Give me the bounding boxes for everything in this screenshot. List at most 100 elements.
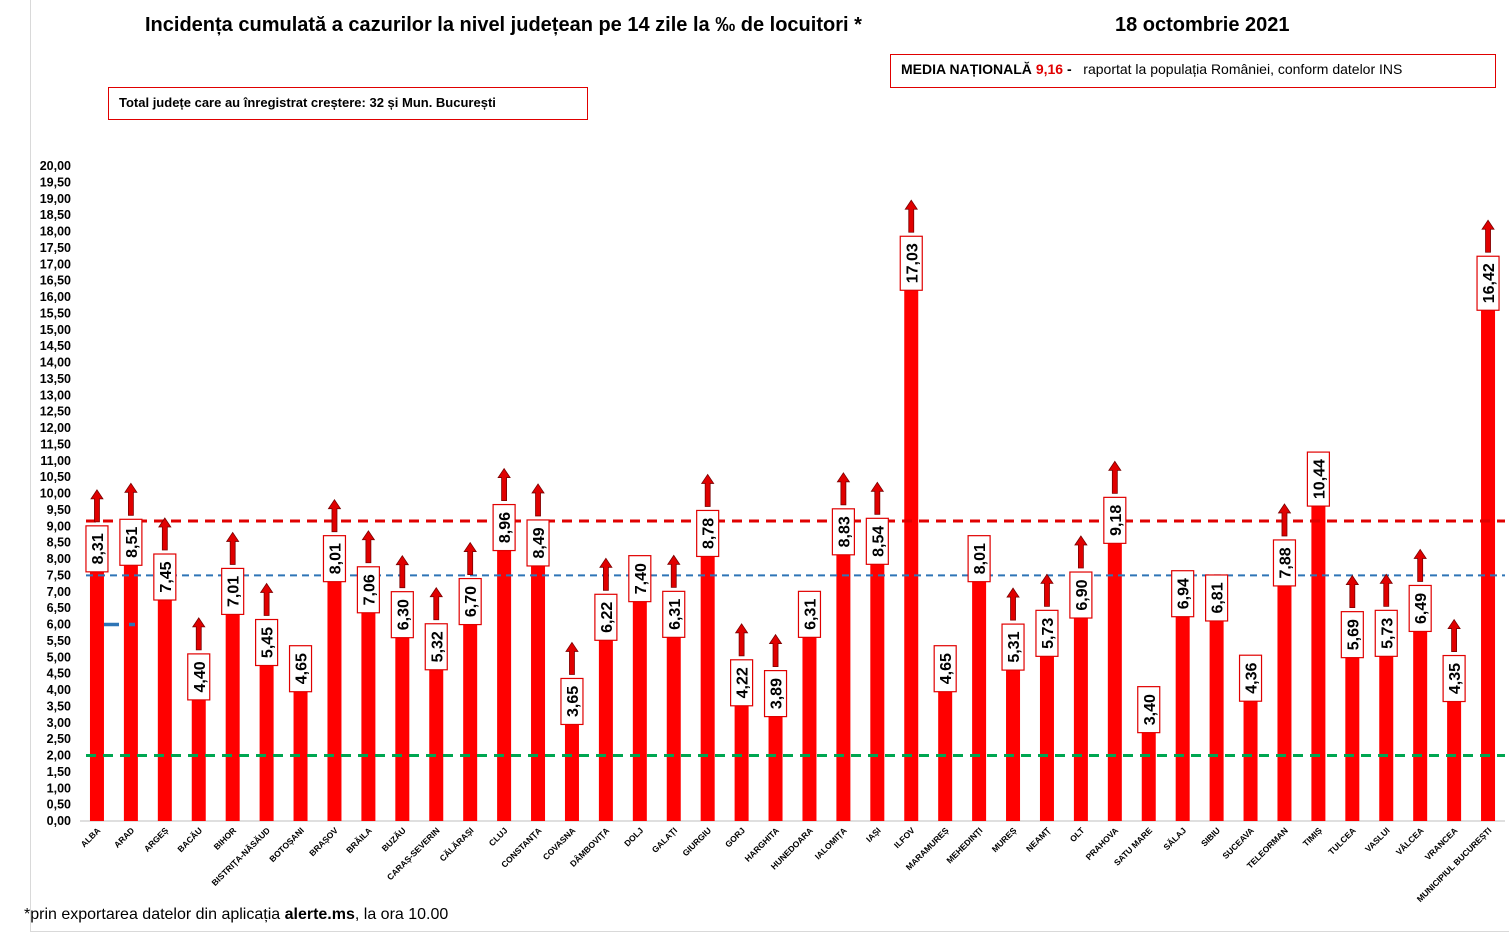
- data-label-box: [899, 235, 923, 291]
- x-category-label: IAȘI: [864, 825, 883, 844]
- increase-arrow: [1481, 219, 1495, 253]
- increase-arrow: [327, 498, 342, 533]
- data-label: 4,65: [294, 653, 311, 684]
- bar: [191, 676, 206, 821]
- x-category-label: MEHEDINȚI: [944, 825, 984, 865]
- increase-arrow: [1277, 503, 1292, 537]
- bar: [836, 531, 851, 821]
- data-label: 3,89: [769, 678, 786, 709]
- data-label: 8,83: [836, 516, 853, 547]
- x-category-label: ARGEȘ: [142, 825, 171, 854]
- x-category-label: DOLJ: [622, 825, 645, 848]
- data-label-box: [288, 645, 313, 693]
- data-label-box: [1476, 255, 1500, 311]
- y-tick-label: 2,00: [47, 749, 71, 763]
- increase-arrow: [124, 482, 138, 516]
- increase-arrow: [565, 641, 579, 675]
- y-tick-label: 17,50: [40, 241, 71, 255]
- y-tick-label: 13,50: [40, 372, 71, 386]
- data-label: 6,81: [1210, 582, 1227, 613]
- increase-arrow: [192, 617, 206, 651]
- increase-arrow: [1447, 618, 1461, 652]
- data-label: 6,30: [395, 599, 412, 630]
- national-average-dash: -: [1066, 61, 1072, 77]
- x-category-label: ALBA: [79, 825, 103, 849]
- bar: [531, 542, 546, 821]
- x-category-label: BRAȘOV: [307, 825, 340, 858]
- increase-count-box: Total județe care au înregistrat creșter…: [108, 87, 588, 120]
- bar: [1345, 634, 1360, 821]
- bar: [1277, 562, 1292, 821]
- data-label: 5,69: [1345, 619, 1362, 650]
- x-category-label: SIBIU: [1199, 825, 1222, 848]
- increase-arrow: [599, 557, 613, 591]
- national-average-value: 9,16: [1035, 61, 1064, 77]
- y-tick-label: 12,00: [40, 421, 71, 435]
- bar: [1481, 283, 1496, 821]
- increase-arrow: [225, 531, 240, 565]
- y-tick-label: 14,50: [40, 339, 71, 353]
- increase-arrow: [1074, 535, 1088, 569]
- data-label: 6,94: [1176, 578, 1193, 609]
- chart-title: Incidența cumulată a cazurilor la nivel …: [145, 14, 862, 36]
- x-category-label: SĂLAJ: [1161, 825, 1188, 852]
- y-tick-label: 1,50: [47, 765, 71, 779]
- bar: [225, 591, 240, 821]
- increase-arrow: [904, 199, 918, 233]
- data-label: 6,31: [667, 599, 684, 630]
- footnote: *prin exportarea datelor din aplicația a…: [24, 906, 448, 924]
- bar: [497, 527, 512, 821]
- data-label-box: [594, 593, 618, 641]
- data-label: 8,51: [124, 527, 141, 558]
- y-tick-label: 11,50: [40, 437, 71, 451]
- data-label: 3,40: [1142, 694, 1159, 725]
- y-tick-label: 8,00: [47, 552, 71, 566]
- bar: [429, 646, 444, 821]
- footnote-prefix: *prin exportarea datelor din aplicația: [24, 906, 285, 923]
- data-label-box: [221, 567, 245, 616]
- y-tick-label: 4,50: [47, 667, 71, 681]
- x-category-label: GIURGIU: [680, 825, 713, 858]
- data-label-box: [730, 659, 754, 707]
- bar: [632, 578, 647, 821]
- x-category-label: SUCEAVA: [1220, 825, 1256, 861]
- increase-arrow: [1345, 574, 1360, 609]
- increase-arrow: [667, 554, 681, 588]
- data-label-box: [831, 508, 855, 556]
- bar: [1413, 608, 1428, 821]
- x-category-label: CĂLĂRAȘI: [437, 825, 475, 863]
- increase-arrow: [1379, 573, 1393, 607]
- data-label: 7,88: [1277, 547, 1294, 578]
- y-tick-label: 15,00: [40, 323, 71, 337]
- y-tick-label: 9,00: [47, 519, 71, 533]
- data-label: 7,06: [361, 574, 378, 605]
- x-category-label: VÂLCEA: [1393, 825, 1425, 857]
- bar: [1209, 597, 1224, 821]
- y-tick-label: 4,00: [47, 683, 71, 697]
- national-average-text: raportat la populația României, conform …: [1083, 61, 1403, 77]
- bar: [259, 642, 274, 821]
- y-tick-label: 8,50: [47, 536, 71, 550]
- x-category-label: TIMIȘ: [1301, 825, 1324, 848]
- increase-arrow: [90, 489, 104, 523]
- x-category-label: CLUJ: [487, 825, 510, 848]
- bar: [972, 558, 987, 821]
- data-label-box: [1340, 611, 1364, 659]
- data-label-box: [1137, 686, 1161, 734]
- y-tick-label: 2,50: [47, 732, 71, 746]
- x-category-label: IALOMIȚA: [813, 825, 849, 861]
- data-label: 5,73: [1379, 618, 1396, 649]
- chart-frame: [30, 0, 1509, 932]
- y-tick-label: 11,00: [40, 454, 71, 468]
- y-tick-label: 10,00: [40, 487, 71, 501]
- data-label-box: [628, 555, 652, 603]
- y-tick-label: 1,00: [47, 781, 71, 795]
- bar: [1006, 647, 1021, 821]
- data-label: 6,22: [599, 602, 616, 633]
- bar: [1311, 479, 1326, 821]
- increase-arrow: [497, 467, 511, 501]
- increase-arrow: [1040, 573, 1054, 607]
- data-label: 5,32: [429, 631, 446, 662]
- increase-arrow: [1006, 587, 1020, 621]
- y-tick-label: 7,50: [47, 568, 71, 582]
